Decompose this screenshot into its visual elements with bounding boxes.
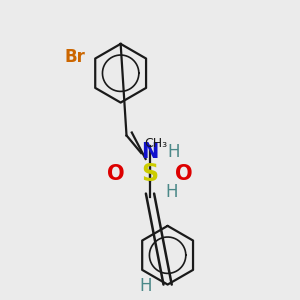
Text: H: H	[168, 143, 180, 161]
Text: CH₃: CH₃	[144, 137, 167, 150]
Text: Br: Br	[65, 48, 86, 66]
Text: S: S	[141, 163, 159, 187]
Text: N: N	[141, 142, 159, 163]
Text: O: O	[107, 164, 125, 184]
Text: H: H	[139, 277, 152, 295]
Text: H: H	[166, 183, 178, 201]
Text: O: O	[175, 164, 193, 184]
